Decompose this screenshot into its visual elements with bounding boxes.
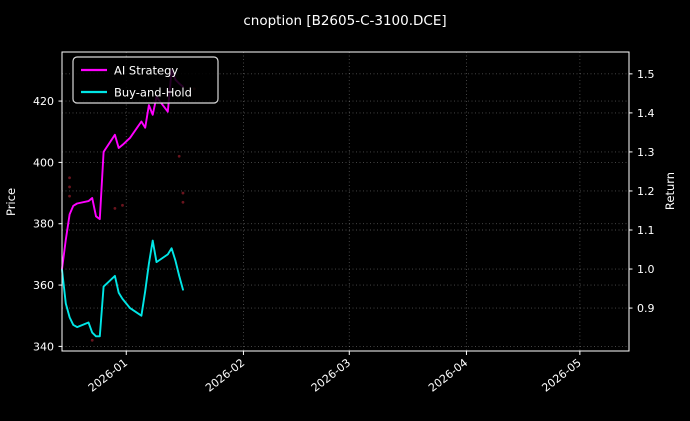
signal-dot [68, 185, 71, 189]
signal-dot [90, 338, 94, 342]
signal-dot [181, 200, 185, 204]
return-tick-label: 1.5 [637, 68, 655, 81]
price-tick-label: 360 [33, 279, 54, 292]
legend: AI Strategy Buy-and-Hold [72, 56, 219, 104]
signal-dot [68, 194, 71, 198]
plot-border [61, 51, 630, 352]
price-tick-label: 340 [33, 340, 54, 353]
line-buy-and-hold [61, 239, 184, 338]
left-axis-title: Price [4, 188, 18, 216]
signal-dot [181, 191, 185, 195]
line-ai-strategy [61, 69, 184, 270]
price-tick-label: 380 [33, 218, 54, 231]
return-tick-label: 1.3 [637, 146, 655, 159]
return-tick-label: 1.4 [637, 107, 655, 120]
signal-dot [113, 207, 117, 210]
chart-title: cnoption [B2605-C-3100.DCE] [243, 13, 446, 29]
right-axis-title: Return [663, 172, 677, 210]
legend-box [72, 56, 219, 104]
return-tick-label: 1.1 [637, 224, 655, 237]
return-tick-label: 0.9 [637, 302, 655, 315]
price-tick-label: 400 [33, 156, 54, 169]
return-tick-label: 1.2 [637, 185, 655, 198]
signal-dot [68, 176, 71, 180]
price-tick-label: 420 [33, 95, 54, 108]
legend-label: Buy-and-Hold [114, 86, 192, 100]
signal-dot [121, 203, 124, 207]
return-tick-label: 1.0 [637, 263, 655, 276]
signal-dot [177, 154, 181, 158]
legend-label: AI Strategy [114, 64, 178, 78]
